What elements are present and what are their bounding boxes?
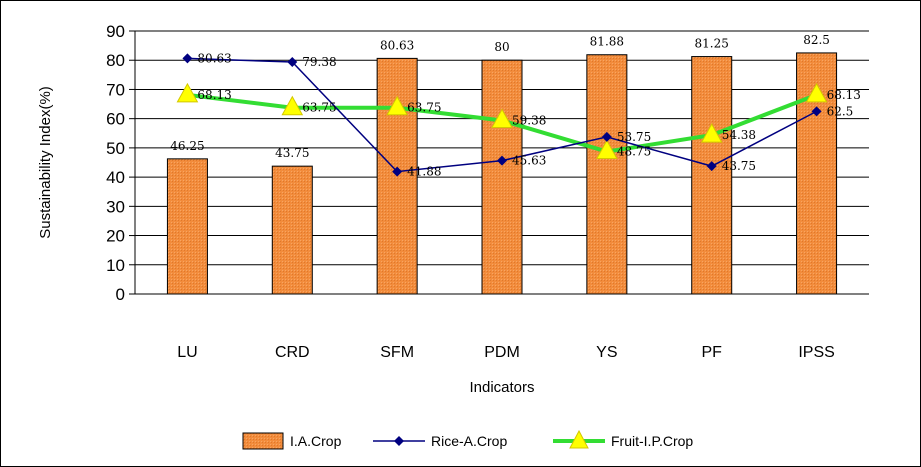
axes: 0 10 20 30 40 50 60 70 80 90 LU CRD SFM PDM YS PF IPSS (106, 22, 869, 361)
fruit-data-label: 68.13 (197, 88, 231, 102)
x-tick-label: PDM (484, 344, 520, 361)
x-axis-title: Indicators (469, 379, 534, 396)
x-tick-label: PF (701, 344, 722, 361)
y-tick-label: 90 (106, 22, 125, 41)
rice-marker (287, 57, 298, 68)
y-tick-label: 70 (106, 80, 125, 99)
fruit-data-label: 63.75 (302, 101, 336, 115)
fruit-data-label: 54.38 (722, 128, 756, 142)
rice-data-label: 53.75 (617, 130, 651, 144)
legend-label: Rice-A.Crop (431, 433, 507, 449)
bar-data-label: 81.25 (695, 37, 729, 51)
legend: I.A.Crop Rice-A.Crop Fruit-I.P.Crop (242, 429, 693, 450)
bar-data-label: 43.75 (275, 146, 309, 160)
rice-marker (497, 155, 507, 166)
x-tick-label: SFM (380, 344, 414, 361)
fruit-data-label: 59.38 (512, 113, 546, 127)
fruit-marker (700, 123, 723, 143)
rice-data-label: 43.75 (722, 159, 756, 173)
rice-marker (706, 161, 717, 172)
rice-data-label: 45.63 (512, 154, 546, 168)
line-series (176, 53, 828, 177)
legend-label: I.A.Crop (290, 433, 342, 449)
data-labels: 46.25 43.75 80.63 80 81.88 81.25 82.5 80.63 79.3… (170, 33, 861, 179)
rice-marker (601, 131, 612, 142)
y-tick-label: 0 (116, 285, 125, 304)
fruit-marker (386, 95, 408, 116)
y-tick-label: 40 (106, 168, 125, 187)
legend-label: Fruit-I.P.Crop (611, 433, 693, 449)
bar (166, 158, 208, 295)
bar (586, 54, 628, 295)
fruit-data-label: 68.13 (827, 88, 861, 102)
fruit-marker (805, 82, 828, 103)
rice-marker (392, 166, 403, 177)
fruit-marker (596, 139, 618, 160)
fruit-data-label: 48.75 (617, 145, 651, 159)
bar-data-label: 82.5 (803, 33, 830, 47)
y-tick-label: 10 (106, 256, 125, 275)
x-tick-label: CRD (275, 344, 310, 361)
y-axis-title: Sustainability Index(%) (37, 86, 54, 239)
fruit-marker (281, 95, 304, 116)
rice-data-label: 41.88 (407, 165, 441, 179)
x-tick-label: IPSS (798, 344, 834, 361)
bar-data-label: 46.25 (170, 139, 204, 153)
y-tick-label: 50 (106, 139, 125, 158)
x-tick-label: LU (177, 344, 197, 361)
y-tick-label: 30 (106, 197, 125, 216)
bar (481, 59, 523, 295)
rice-marker (182, 53, 193, 64)
rice-marker (811, 106, 822, 117)
bar-data-label: 81.88 (590, 35, 624, 49)
legend-marker-rice (394, 436, 404, 446)
rice-data-label: 80.63 (197, 51, 231, 65)
fruit-data-label: 63.75 (407, 101, 441, 115)
legend-swatch-bar (242, 432, 284, 450)
bar-data-label: 80.63 (380, 38, 414, 52)
y-tick-label: 80 (106, 51, 125, 70)
bar (691, 56, 733, 295)
y-tick-label: 60 (106, 110, 125, 129)
bar-data-label: 80 (494, 40, 509, 54)
legend-marker-fruit (569, 429, 589, 449)
fruit-marker (176, 82, 199, 103)
rice-data-label: 79.38 (302, 55, 336, 69)
fruit-marker (491, 108, 513, 128)
x-tick-label: YS (596, 344, 617, 361)
bar (271, 165, 313, 295)
y-tick-label: 20 (106, 227, 125, 246)
rice-data-label: 62.5 (827, 104, 854, 118)
